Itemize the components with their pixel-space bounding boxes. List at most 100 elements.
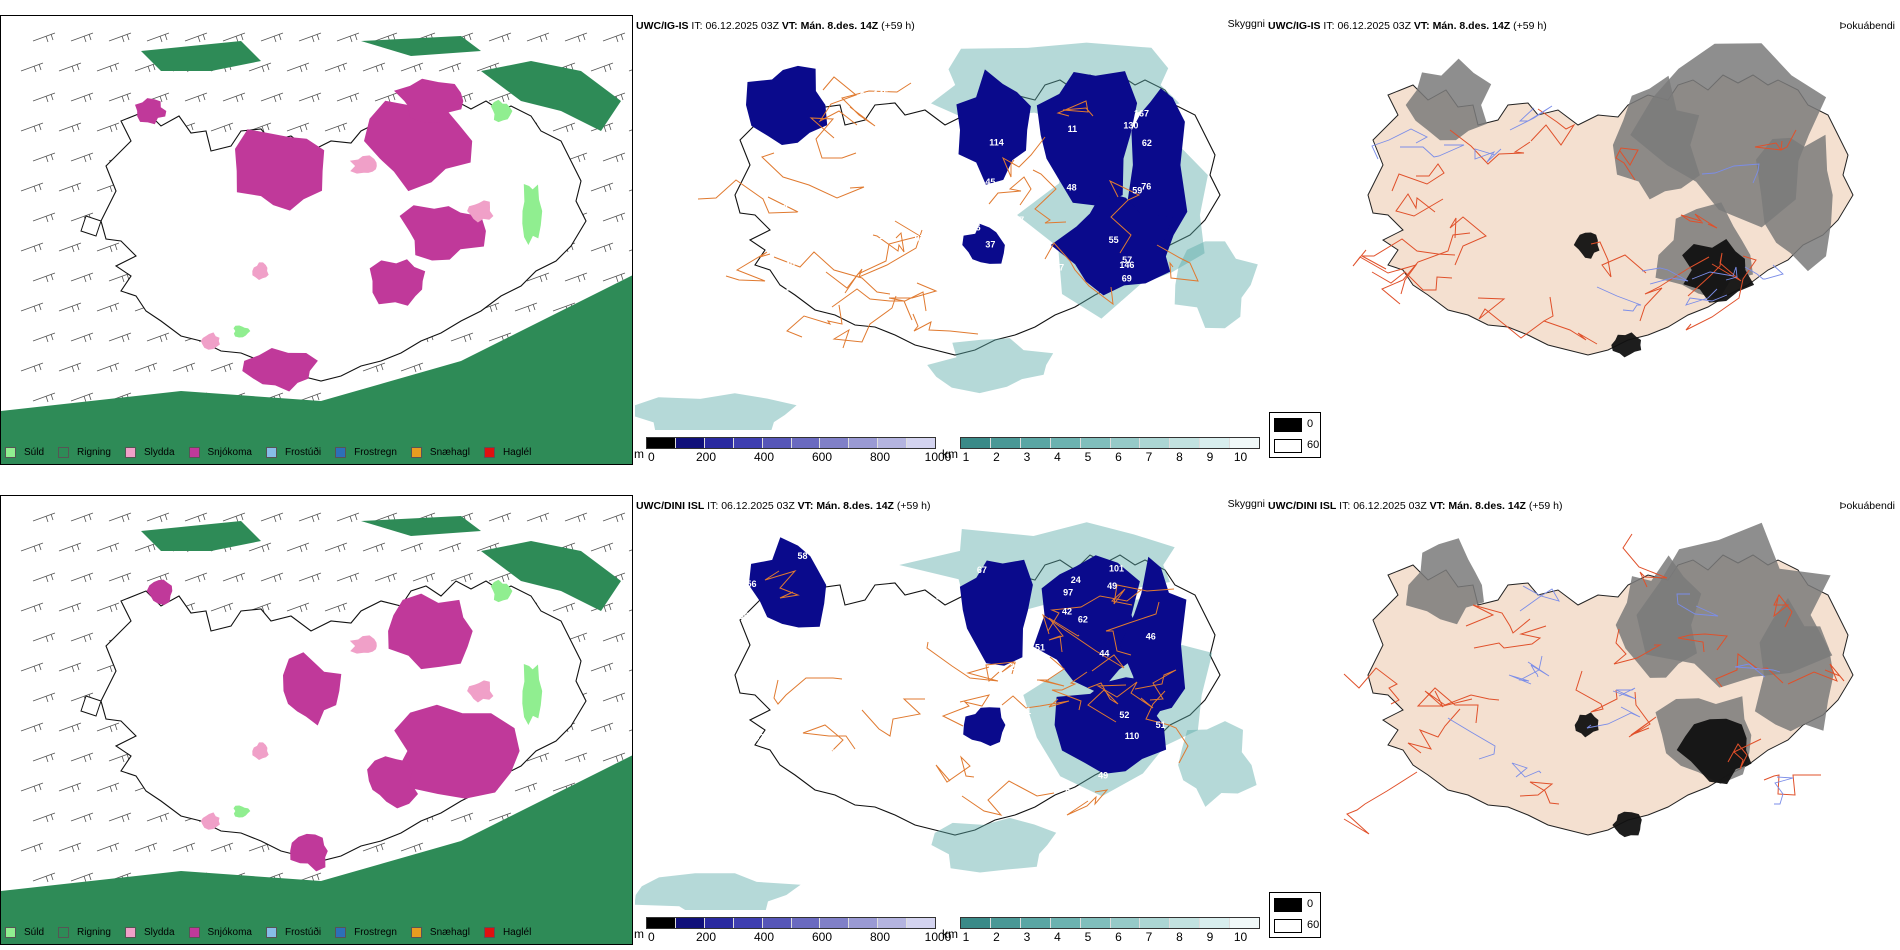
wind-barb [298,92,322,103]
legend-label: Snæhagl [429,926,470,938]
road [764,570,800,599]
wind-barb [58,182,82,193]
wind-barb [400,362,424,373]
fog-map [1268,40,1898,440]
wind-barb [184,512,208,523]
cloud-scale-cell [907,918,936,928]
cloud-scale-cell [878,438,908,448]
road [1787,663,1845,685]
wind-barb [628,69,632,72]
iceland-group: 1306269546045404811437625460554112714559… [635,42,1258,430]
wind-barb [70,752,94,763]
cloud-scale: m 0 200 400 600 800 1000 [634,437,951,465]
it-value: 06.12.2025 03Z [1353,500,1427,512]
cloud-scale-tick: 400 [753,930,775,944]
cloud-base-label: 52 [1119,710,1129,720]
cloud-base-label: 88 [770,810,780,820]
cloud-base-label: 62 [777,193,787,203]
wind-barb [32,332,56,343]
fog-scale-light [1274,439,1302,453]
wind-barb [108,332,132,343]
wind-barb [32,632,56,643]
cloud-base-label: 22 [1010,662,1020,672]
legend-label: Snæhagl [429,446,470,458]
wind-barb [184,572,208,583]
road [1051,671,1088,711]
cloud-base-label: 52 [928,775,938,785]
cloud-base-label: 67 [977,565,987,575]
road [1087,682,1119,723]
it-label: IT: [1323,20,1335,32]
cloud-scale-cell [878,918,908,928]
wind-barb [286,62,310,73]
legend-swatch [124,926,136,938]
wind-barb [58,722,82,733]
wind-barb [32,212,56,223]
fog-header: UWC/IG-IS IT: 06.12.2025 03Z VT: Mán. 8.… [1268,20,1547,32]
cloud-base-label: 41 [1021,706,1031,716]
wind-barb [260,572,284,583]
low-cloud-area [956,69,1031,185]
wind-barb [20,122,44,133]
wind-barb [20,302,44,313]
wind-barb [488,512,512,523]
wind-barb [58,62,82,73]
road [1001,136,1046,178]
cloud-base-label: 146 [1119,260,1134,270]
wind-barb [32,872,56,883]
road [841,82,912,127]
fog-header: UWC/DINI ISL IT: 06.12.2025 03Z VT: Mán.… [1268,500,1562,512]
wind-barb [222,92,246,103]
wind-barb [362,62,386,73]
forecast-row-dini: UWC/DINI ISL IT: 06.12.2025 03Z VT: Mán.… [0,480,1900,950]
river [1701,163,1760,184]
legend-item: Súld [5,926,44,938]
wind-barb [70,272,94,283]
cloud-base-label: 42 [1062,607,1072,617]
legend-item: Rigning [58,446,111,458]
dense-fog-area [1612,811,1642,838]
wind-barb [58,302,82,313]
visibility-scale-unit: km [942,927,958,941]
road [1145,690,1189,764]
visibility-scale-tick: 4 [1054,450,1061,464]
cloud-scale-tick: 1000 [924,450,952,464]
road [1352,249,1418,295]
cloud-base-label: 46 [1146,632,1156,642]
wind-barb [58,542,82,553]
wind-barb [20,362,44,373]
road [1473,625,1547,649]
coastline-west [80,215,102,237]
vt-value: Mán. 8.des. 14Z [1432,20,1511,32]
wind-barb [58,362,82,373]
wind-barb [134,362,158,373]
cloud-scale-cell [820,918,850,928]
road [1687,252,1742,297]
wind-barb [602,512,626,523]
road [1613,628,1662,665]
reduced-visibility [931,817,1057,873]
road [1032,169,1067,224]
rain-area [361,36,481,56]
legend-item: Slydda [124,926,175,938]
wind-barb [210,842,234,853]
cloud-base-label: 56 [746,579,756,589]
cloud-base-label: 35 [815,175,825,185]
cloud-base-label: 62 [1078,614,1088,624]
sleet-area [200,812,220,830]
vis-header: UWC/IG-IS IT: 06.12.2025 03Z VT: Mán. 8.… [636,20,915,32]
fog-area [1615,555,1702,678]
model-name: UWC/IG-IS [1268,20,1321,32]
cloud-base-label: 99 [796,211,806,221]
cloud-base-label: 144 [879,231,894,241]
drizzle-area [233,805,251,818]
wind-barb [96,542,120,553]
river [1685,288,1728,306]
legend-item: Snjókoma [188,446,252,458]
legend-item: Slydda [124,446,175,458]
road [1407,708,1461,754]
river [1774,776,1794,805]
road [861,698,925,737]
vt-label: VT: [797,500,814,512]
wind-barb [450,572,474,583]
